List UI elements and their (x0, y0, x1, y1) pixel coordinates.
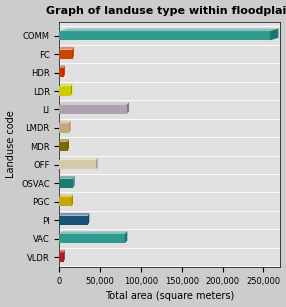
Title: Graph of landuse type within floodplain: Graph of landuse type within floodplain (45, 6, 286, 16)
Bar (59, 234, 125, 243)
Polygon shape (63, 250, 65, 262)
Polygon shape (59, 84, 72, 87)
Polygon shape (59, 121, 70, 123)
Polygon shape (96, 157, 98, 169)
Polygon shape (73, 176, 75, 188)
Polygon shape (126, 102, 129, 114)
Polygon shape (59, 195, 73, 197)
Bar (59, 31, 270, 40)
Polygon shape (72, 195, 73, 206)
Bar (59, 142, 67, 151)
Polygon shape (59, 102, 129, 105)
Bar (59, 87, 71, 96)
Polygon shape (59, 250, 65, 252)
Polygon shape (71, 84, 72, 96)
Polygon shape (63, 65, 65, 77)
Polygon shape (59, 213, 89, 216)
Polygon shape (59, 176, 75, 179)
Bar (59, 252, 63, 262)
Polygon shape (69, 121, 70, 133)
Polygon shape (59, 47, 74, 49)
Polygon shape (270, 29, 279, 40)
Bar (59, 179, 73, 188)
Polygon shape (125, 231, 127, 243)
Polygon shape (88, 213, 89, 225)
Bar (59, 123, 69, 133)
Polygon shape (67, 139, 69, 151)
Polygon shape (73, 47, 74, 59)
Y-axis label: Landuse code: Landuse code (5, 111, 15, 178)
Polygon shape (59, 139, 69, 142)
X-axis label: Total area (square meters): Total area (square meters) (105, 291, 234, 301)
Bar (59, 160, 96, 169)
Bar (59, 68, 63, 77)
Bar (59, 197, 72, 206)
Polygon shape (59, 157, 98, 160)
Bar (59, 216, 88, 225)
Bar (59, 49, 73, 59)
Polygon shape (59, 65, 65, 68)
Bar (59, 105, 126, 114)
Polygon shape (59, 231, 127, 234)
Polygon shape (59, 29, 279, 31)
